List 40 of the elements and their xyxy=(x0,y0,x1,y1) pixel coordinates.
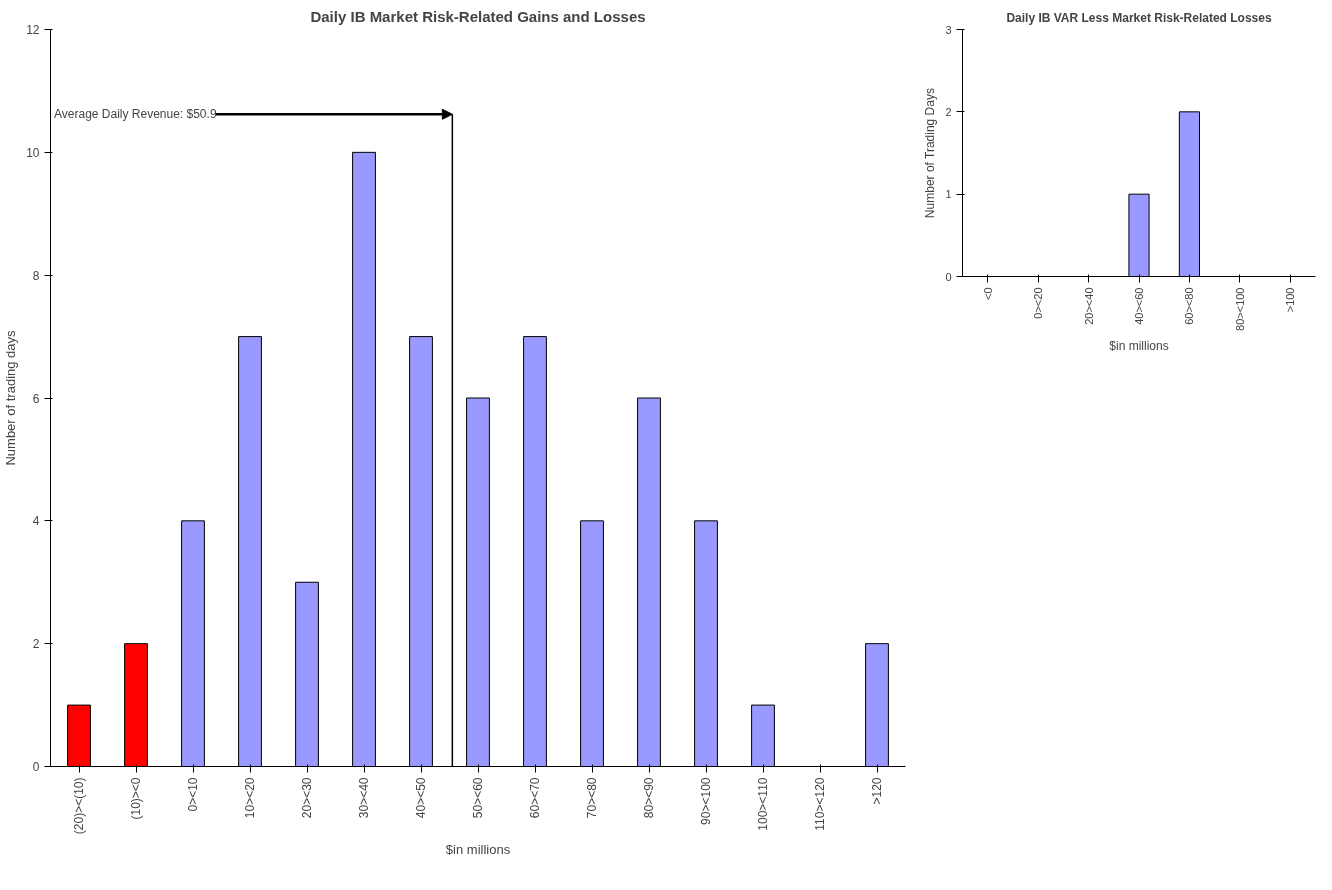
y-tick-label: 2 xyxy=(945,105,952,118)
x-axis-title: $in millions xyxy=(1109,338,1169,353)
y-tick-label: 4 xyxy=(32,514,40,529)
x-tick-label: 10><20 xyxy=(243,777,257,819)
x-tick-label: 40><50 xyxy=(414,777,428,819)
x-axis-title: $in millions xyxy=(445,842,511,858)
y-tick-label: 1 xyxy=(945,188,952,201)
x-tick-label: 60><70 xyxy=(528,777,542,819)
y-tick-label: 2 xyxy=(32,637,40,652)
x-tick-label: 0><20 xyxy=(1032,287,1045,319)
y-tick-label: 10 xyxy=(26,145,40,160)
x-tick-label: 100><110 xyxy=(756,777,770,831)
x-tick-label: 60><80 xyxy=(1183,287,1196,325)
x-tick-label: >100 xyxy=(1284,287,1297,313)
chart-title: Daily IB VAR Less Market Risk-Related Losses xyxy=(1006,10,1272,25)
x-tick-label: 0><10 xyxy=(186,777,200,812)
y-tick-label: 0 xyxy=(32,760,40,774)
chart-title: Daily IB Market Risk-Related Gains and Losses xyxy=(310,7,646,25)
x-tick-label: >120 xyxy=(870,777,884,805)
y-tick-label: 3 xyxy=(945,23,952,36)
x-tick-label: 70><80 xyxy=(585,777,599,819)
x-tick-label: <0 xyxy=(981,287,994,301)
x-tick-label: 110><120 xyxy=(813,777,827,831)
y-tick-label: 0 xyxy=(945,270,952,283)
x-tick-label: 40><60 xyxy=(1133,287,1145,325)
x-tick-label: (20)><(10) xyxy=(72,777,86,835)
x-tick-label: 20><30 xyxy=(300,777,314,819)
y-axis-title: Number of trading days xyxy=(3,329,19,466)
annotation: Average Daily Revenue: $50.9 xyxy=(54,107,217,122)
x-tick-label: 50><60 xyxy=(471,777,485,819)
x-tick-label: (10)><0 xyxy=(129,777,143,820)
y-axis-title: Number of Trading Days xyxy=(923,88,938,219)
y-tick-label: 12 xyxy=(26,23,40,37)
y-tick-label: 8 xyxy=(32,268,40,283)
x-tick-label: 90><100 xyxy=(699,777,713,825)
x-tick-label: 30><40 xyxy=(357,777,371,819)
x-tick-label: 80><90 xyxy=(642,777,656,819)
y-tick-label: 6 xyxy=(32,391,40,406)
x-tick-label: 20><40 xyxy=(1082,287,1095,325)
x-tick-label: 80><100 xyxy=(1233,287,1246,331)
